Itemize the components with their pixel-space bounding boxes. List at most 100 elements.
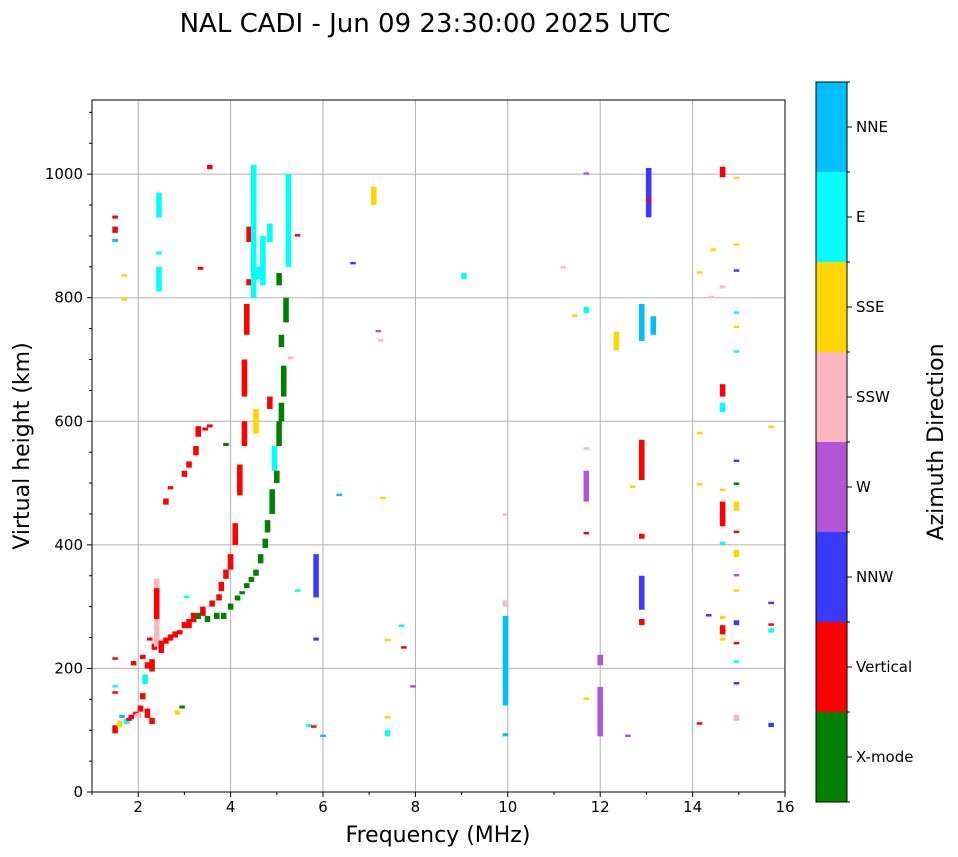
data-point: [156, 251, 162, 255]
data-point: [278, 402, 285, 422]
data-point: [172, 631, 178, 638]
data-point: [719, 384, 726, 397]
data-point: [274, 470, 280, 484]
data-point: [156, 266, 162, 292]
data-point: [502, 513, 509, 516]
data-point: [126, 717, 132, 721]
data-point: [583, 172, 590, 175]
data-point: [696, 271, 703, 274]
data-point: [384, 716, 391, 719]
data-point: [253, 569, 259, 576]
data-point: [583, 697, 590, 700]
data-point: [313, 637, 319, 641]
data-point: [195, 612, 202, 619]
data-point: [733, 482, 740, 485]
data-point: [112, 691, 118, 694]
data-point: [267, 223, 273, 243]
data-point: [112, 725, 118, 734]
data-point: [271, 446, 278, 471]
data-point: [135, 712, 141, 718]
data-point: [705, 614, 712, 617]
data-point: [768, 628, 774, 633]
data-point: [186, 619, 192, 629]
data-point: [112, 657, 118, 660]
data-point: [733, 682, 740, 685]
data-point: [719, 402, 726, 413]
data-point: [733, 501, 740, 511]
data-point: [112, 215, 118, 219]
data-point: [276, 273, 282, 286]
data-point: [144, 662, 151, 669]
data-point: [267, 396, 273, 409]
data-point: [202, 427, 208, 431]
data-point: [294, 234, 301, 237]
data-point: [733, 269, 740, 272]
data-point: [625, 734, 631, 738]
data-point: [146, 637, 153, 641]
data-point: [719, 488, 726, 492]
data-point: [227, 554, 234, 570]
y-tick-label: 200: [54, 659, 83, 677]
data-point: [218, 581, 225, 592]
data-point: [269, 489, 275, 514]
data-point: [733, 459, 740, 463]
data-point: [234, 595, 241, 601]
data-point: [502, 600, 509, 607]
data-point: [639, 575, 645, 610]
data-point: [384, 730, 391, 737]
data-point: [195, 426, 202, 437]
data-point: [719, 166, 726, 178]
data-point: [149, 717, 155, 725]
data-point: [241, 359, 248, 397]
data-point: [190, 612, 197, 623]
data-point: [116, 720, 123, 728]
data-point: [140, 693, 146, 700]
data-point: [287, 356, 294, 360]
colorbar-segment: [816, 532, 847, 622]
data-point: [719, 541, 726, 545]
chart-title: NAL CADI - Jun 09 23:30:00 2025 UTC: [180, 9, 671, 39]
data-point: [276, 421, 282, 446]
x-tick-label: 4: [226, 798, 236, 816]
data-point: [733, 530, 740, 534]
data-point: [719, 285, 726, 289]
data-point: [768, 623, 774, 626]
data-point: [313, 554, 319, 598]
colorbar-segment: [816, 712, 847, 802]
colorbar-segment: [816, 82, 847, 172]
data-point: [733, 660, 740, 663]
data-point: [639, 533, 645, 539]
colorbar-segment: [816, 262, 847, 352]
data-point: [213, 612, 220, 619]
data-point: [502, 733, 509, 737]
data-point: [375, 329, 382, 333]
data-point: [306, 724, 312, 728]
data-point: [112, 226, 118, 233]
data-point: [768, 425, 774, 429]
data-point: [650, 316, 657, 335]
data-marks: [112, 164, 774, 738]
data-point: [294, 589, 301, 592]
data-point: [142, 674, 148, 684]
data-point: [710, 248, 717, 252]
data-point: [200, 606, 206, 616]
data-point: [629, 485, 636, 489]
x-tick-label: 6: [318, 798, 328, 816]
data-point: [768, 601, 774, 605]
colorbar-segment: [816, 442, 847, 532]
colorbar-tick-label: SSE: [856, 298, 885, 316]
y-axis: 0 200 400 600 800 1000: [45, 111, 92, 801]
data-point: [223, 442, 229, 446]
data-point: [733, 714, 740, 721]
colorbar-tick-label: X-mode: [856, 748, 913, 766]
data-point: [283, 297, 289, 323]
colorbar-label: Azimuth Direction: [924, 343, 949, 540]
data-point: [719, 637, 726, 641]
data-point: [181, 622, 188, 629]
data-point: [280, 365, 287, 397]
data-point: [733, 176, 740, 180]
data-point: [285, 174, 292, 267]
colorbar-tick-label: SSW: [856, 388, 890, 406]
colorbar-tick-label: NNW: [856, 568, 893, 586]
